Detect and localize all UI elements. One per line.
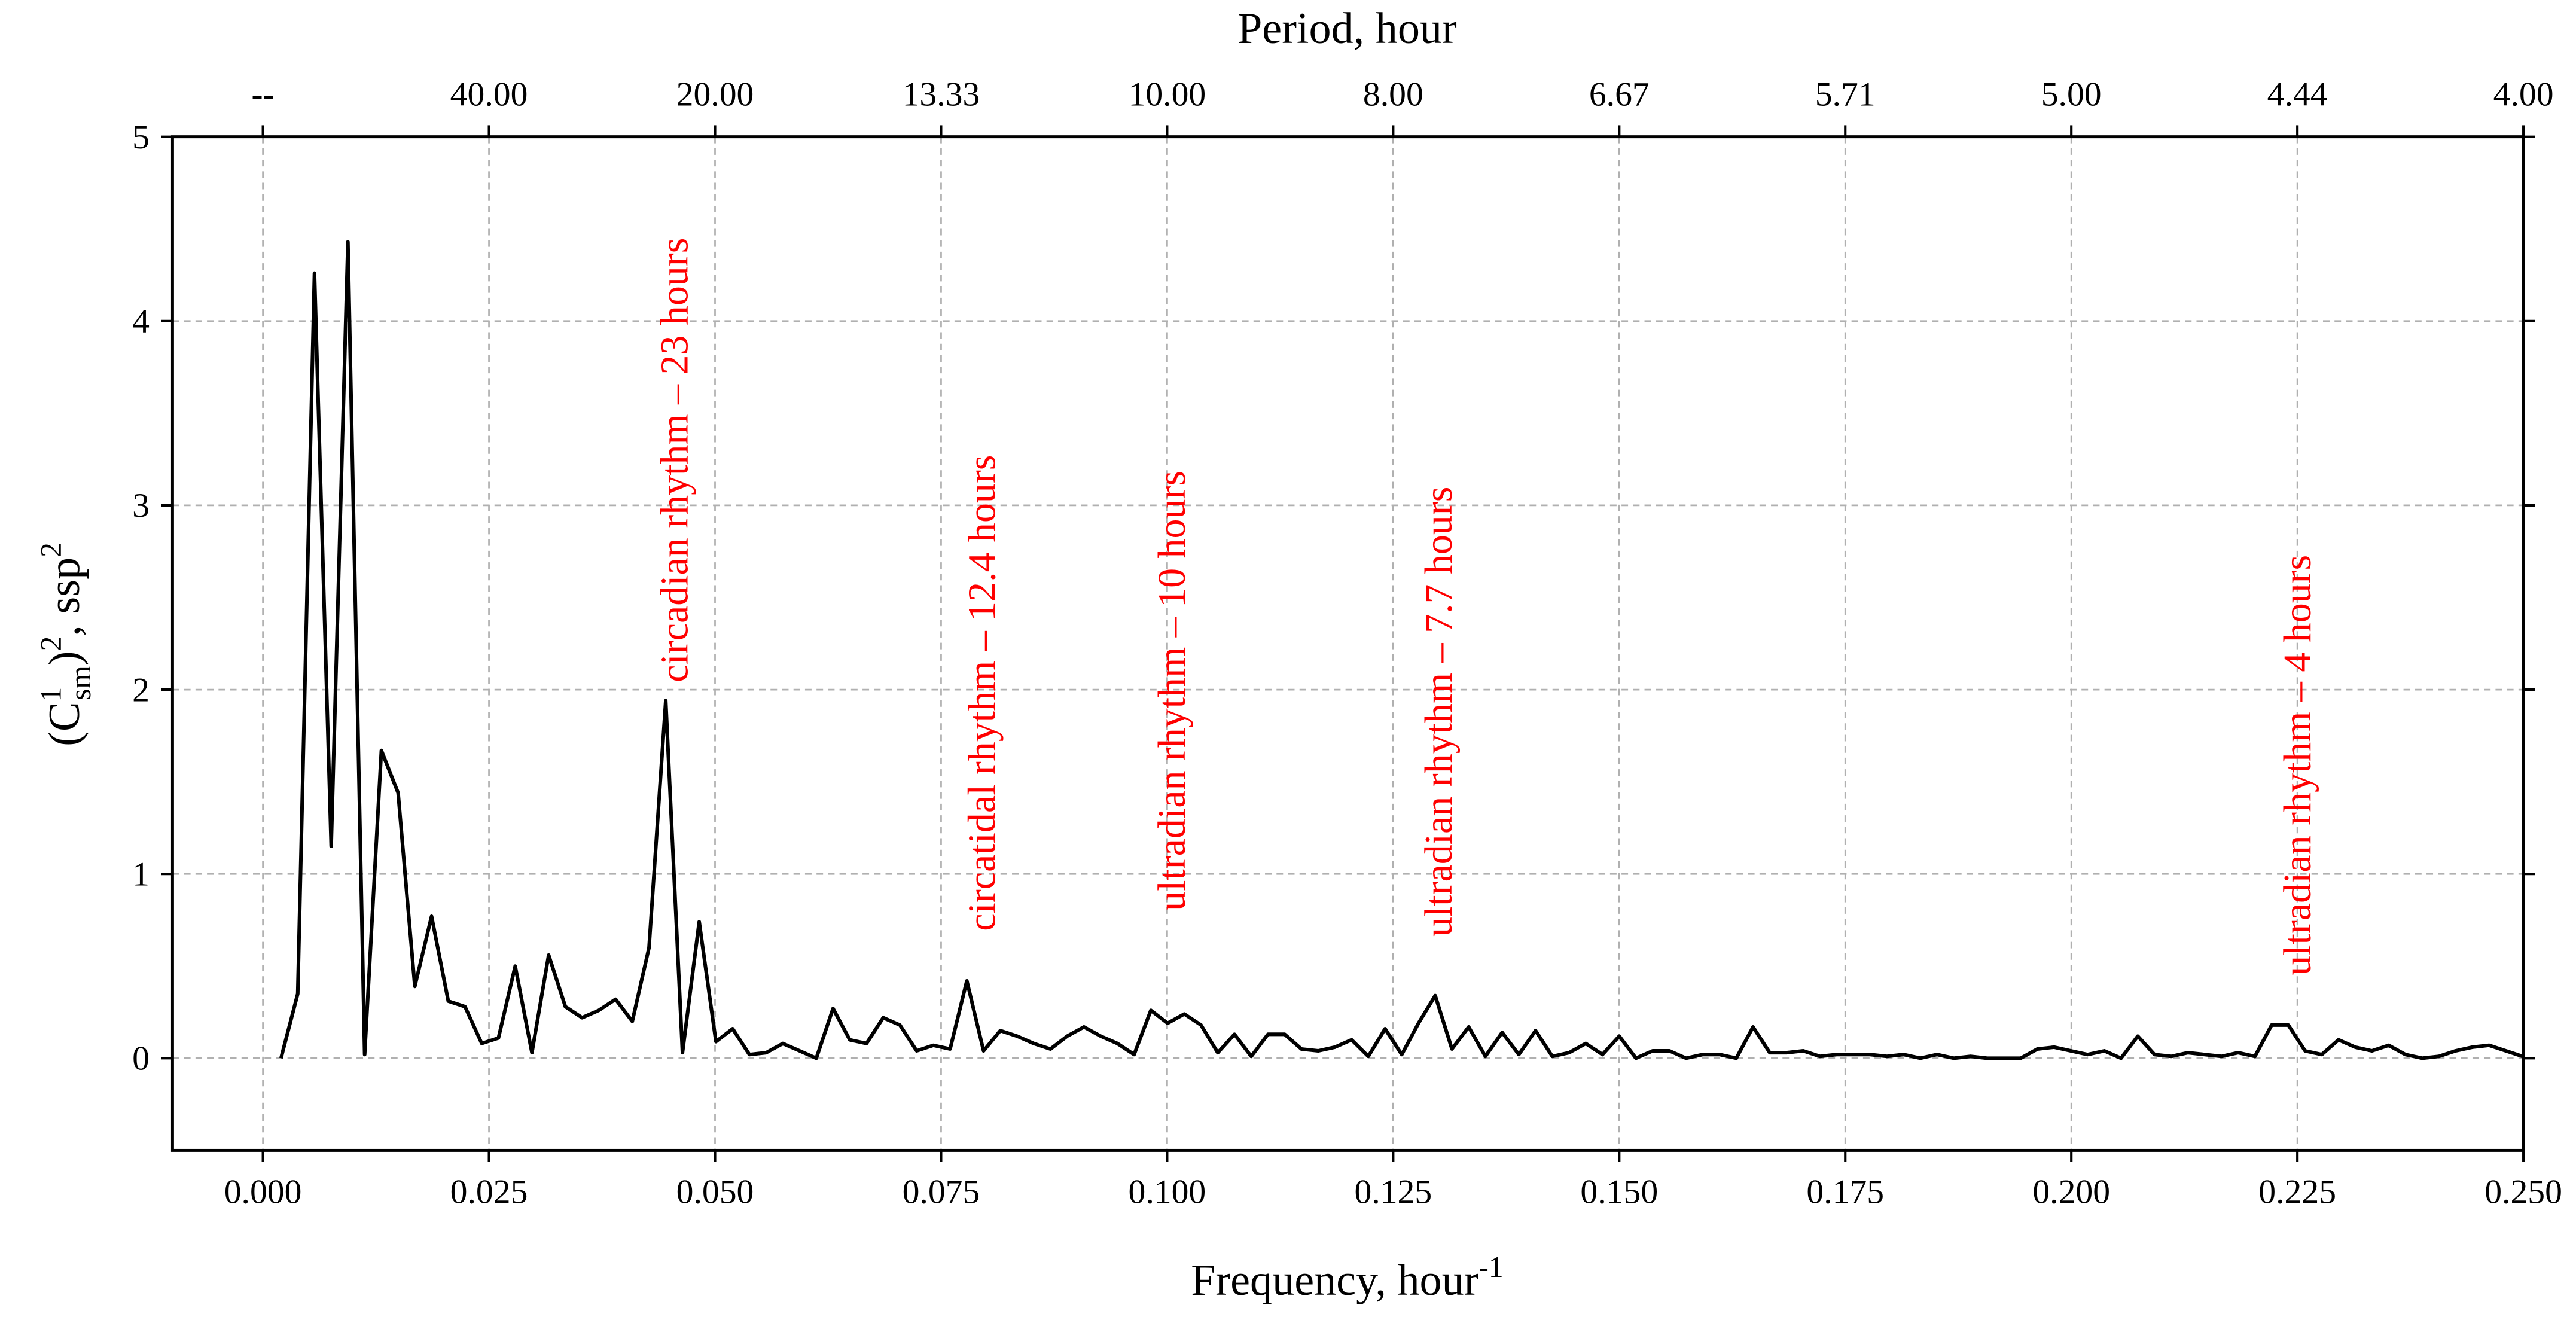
- top-tick-label: 5.71: [1815, 75, 1876, 113]
- mark-layer: [279, 240, 2523, 1060]
- axis-title-part: , ssp: [40, 557, 89, 636]
- y-tick-label: 0: [132, 1040, 150, 1078]
- top-tick-label: 20.00: [676, 75, 754, 113]
- x-tick-label: 0.200: [2032, 1173, 2110, 1211]
- plot-frame: [170, 135, 2525, 1152]
- axis-title-part: Frequency, hour: [1191, 1256, 1478, 1305]
- y-tick-label: 2: [132, 671, 150, 709]
- x-tick-label: 0.150: [1580, 1173, 1658, 1211]
- y-axis-title: (C1sm)2, ssp2: [35, 542, 97, 746]
- annotation: circatidal rhythm – 12.4 hours: [960, 455, 1004, 931]
- y-tick-label: 1: [132, 855, 150, 893]
- top-tick-label: 6.67: [1589, 75, 1650, 113]
- x-tick-label: 0.025: [450, 1173, 528, 1211]
- axis-title-part: ): [40, 651, 89, 666]
- top-tick-label: 10.00: [1129, 75, 1206, 113]
- y-tick-label: 4: [132, 303, 150, 340]
- axis-title-part: sm: [64, 666, 97, 700]
- x-tick-label: 0.075: [903, 1173, 980, 1211]
- annotation: ultradian rhythm – 10 hours: [1150, 471, 1194, 911]
- axis-title-part: (C: [40, 702, 89, 746]
- x-tick-label: 0.225: [2258, 1173, 2336, 1211]
- x-tick-label: 0.175: [1806, 1173, 1884, 1211]
- top-axis-title: Period, hour: [1237, 4, 1457, 53]
- top-tick-label: 4.44: [2267, 75, 2328, 113]
- x-tick-label: 0.250: [2484, 1173, 2562, 1211]
- axis-title-part: 2: [35, 542, 68, 557]
- data-line: [279, 240, 2523, 1060]
- top-tick-label: 40.00: [450, 75, 528, 113]
- axis-title-part: 1: [35, 687, 68, 702]
- top-tick-label: 8.00: [1363, 75, 1423, 113]
- top-tick-label: 13.33: [903, 75, 980, 113]
- annotation: ultradian rhythm – 4 hours: [2276, 555, 2319, 975]
- x-tick-label: 0.100: [1129, 1173, 1206, 1211]
- top-tick-label: 5.00: [2041, 75, 2102, 113]
- x-tick-label: 0.000: [224, 1173, 302, 1211]
- top-tick-label: --: [251, 75, 274, 113]
- annotation: circadian rhythm – 23 hours: [653, 238, 696, 682]
- axis-title-part: 2: [35, 636, 68, 651]
- x-axis-title: Frequency, hour-1: [1191, 1251, 1503, 1305]
- top-tick-label: 4.00: [2493, 75, 2554, 113]
- axis-title-part: -1: [1478, 1251, 1503, 1284]
- x-tick-label: 0.125: [1354, 1173, 1432, 1211]
- y-tick-label: 3: [132, 487, 150, 525]
- y-tick-label: 5: [132, 118, 150, 156]
- x-tick-label: 0.050: [676, 1173, 754, 1211]
- annotation: ultradian rhythm – 7.7 hours: [1417, 487, 1461, 937]
